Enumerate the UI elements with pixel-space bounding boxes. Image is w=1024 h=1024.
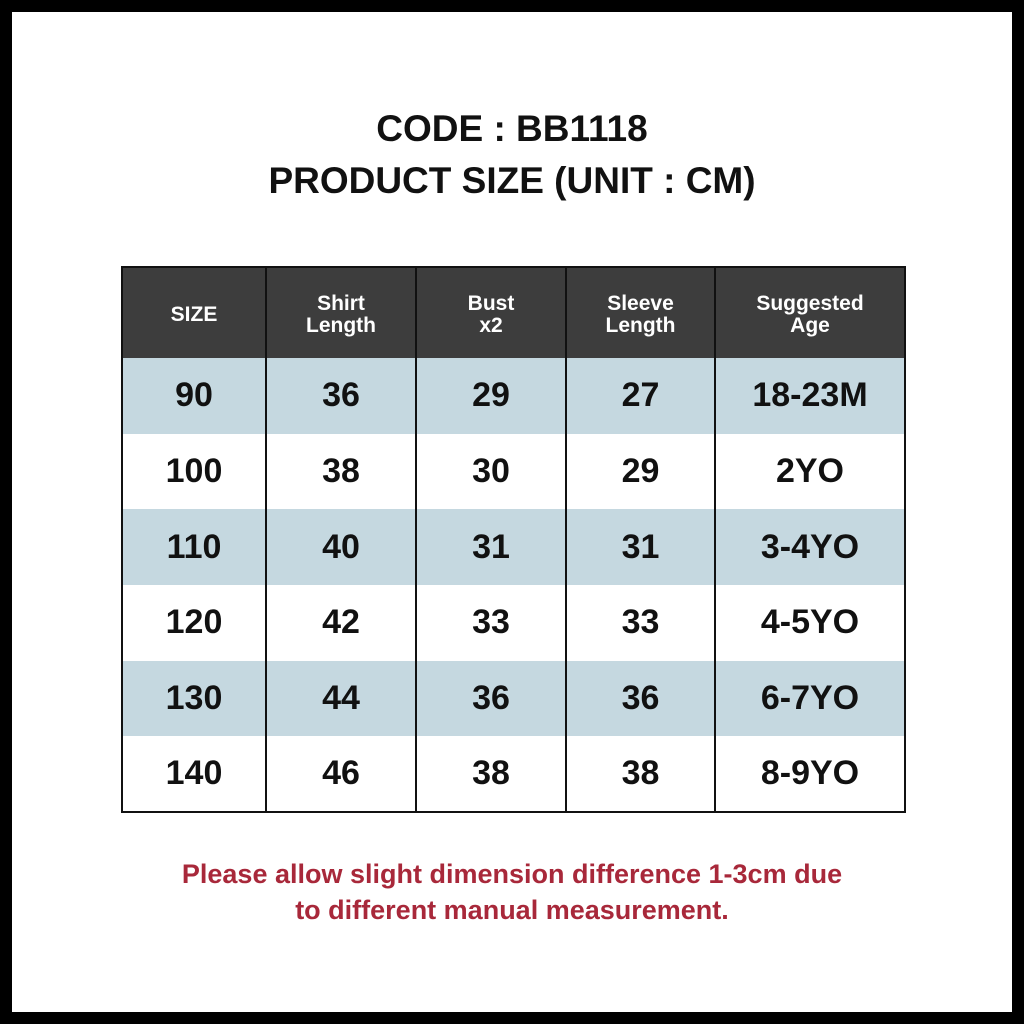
table-row: 110 40 31 31 3-4YO bbox=[121, 509, 905, 586]
header-text: Suggested bbox=[756, 292, 864, 315]
table-cell: 120 bbox=[121, 585, 266, 661]
table-cell: 140 bbox=[121, 736, 266, 813]
table-cell: 31 bbox=[415, 509, 566, 586]
disclaimer-note: Please allow slight dimension difference… bbox=[0, 856, 1024, 928]
header-text: Age bbox=[790, 314, 830, 337]
table-cell: 27 bbox=[565, 358, 715, 434]
header-text: Bust bbox=[467, 292, 515, 315]
table-row: 130 44 36 36 6-7YO bbox=[121, 660, 905, 737]
table-cell: 33 bbox=[415, 585, 566, 661]
table-cell: 130 bbox=[121, 660, 266, 737]
column-header: Shirt Length bbox=[265, 267, 416, 358]
table-cell: 90 bbox=[121, 358, 266, 434]
table-cell: 36 bbox=[415, 660, 566, 737]
table-cell: 46 bbox=[265, 736, 416, 813]
table-cell: 8-9YO bbox=[714, 736, 905, 813]
table-cell: 31 bbox=[565, 509, 715, 586]
note-line-2: to different manual measurement. bbox=[295, 895, 729, 925]
table-row: 120 42 33 33 4-5YO bbox=[121, 585, 905, 661]
header-text: Length bbox=[605, 314, 676, 337]
page-subtitle: PRODUCT SIZE (UNIT : CM) bbox=[268, 160, 756, 201]
header-row: SIZE Shirt Length Bust x2 Sleeve Length Suggest… bbox=[121, 267, 905, 358]
header-text: Shirt bbox=[317, 292, 365, 315]
table-cell: 4-5YO bbox=[714, 585, 905, 661]
table-cell: 29 bbox=[565, 433, 715, 510]
table-cell: 38 bbox=[265, 433, 416, 510]
column-header: Suggested Age bbox=[714, 267, 905, 358]
table-cell: 42 bbox=[265, 585, 416, 661]
table-cell: 18-23M bbox=[714, 358, 905, 434]
header-text: SIZE bbox=[170, 303, 218, 326]
header-text: Length bbox=[306, 314, 376, 337]
column-header: Sleeve Length bbox=[565, 267, 715, 358]
table-cell: 33 bbox=[565, 585, 715, 661]
table-cell: 38 bbox=[415, 736, 566, 813]
product-code: CODE : BB1118 bbox=[376, 108, 648, 149]
table-cell: 40 bbox=[265, 509, 416, 586]
table-cell: 100 bbox=[121, 433, 266, 510]
table-cell: 3-4YO bbox=[714, 509, 905, 586]
table-row: 100 38 30 29 2YO bbox=[121, 433, 905, 510]
table-cell: 38 bbox=[565, 736, 715, 813]
table-row: 90 36 29 27 18-23M bbox=[121, 358, 905, 434]
table-cell: 110 bbox=[121, 509, 266, 586]
table-cell: 44 bbox=[265, 660, 416, 737]
size-table: SIZE Shirt Length Bust x2 Sleeve Length Suggest… bbox=[121, 266, 906, 814]
table-cell: 2YO bbox=[714, 433, 905, 510]
table-row: 140 46 38 38 8-9YO bbox=[121, 736, 905, 813]
column-header: Bust x2 bbox=[415, 267, 566, 358]
header-text: x2 bbox=[479, 314, 503, 337]
table-cell: 36 bbox=[265, 358, 416, 434]
table-cell: 29 bbox=[415, 358, 566, 434]
table-cell: 6-7YO bbox=[714, 660, 905, 737]
column-header: SIZE bbox=[121, 267, 266, 358]
note-line-1: Please allow slight dimension difference… bbox=[181, 859, 843, 889]
table-cell: 30 bbox=[415, 433, 566, 510]
header-text: Sleeve bbox=[607, 292, 674, 315]
table-cell: 36 bbox=[565, 660, 715, 737]
